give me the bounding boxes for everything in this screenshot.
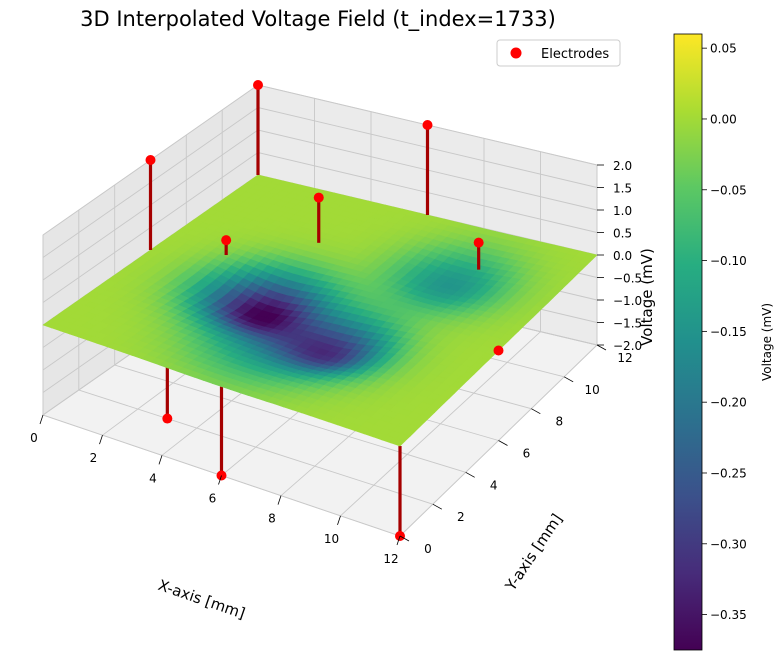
y-tick-mark xyxy=(465,471,475,478)
x-tick-label: 12 xyxy=(383,552,398,566)
x-tick-label: 8 xyxy=(268,512,276,526)
legend: Electrodes xyxy=(496,39,621,67)
z-tick-label: −1.0 xyxy=(613,294,642,308)
z-tick-label: 0.0 xyxy=(613,249,632,263)
y-tick-mark xyxy=(563,376,574,383)
colorbar-tick-label: −0.30 xyxy=(710,537,747,551)
electrode-marker xyxy=(473,237,484,248)
x-tick-label: 2 xyxy=(90,451,98,465)
z-tick-label: −0.5 xyxy=(613,272,642,286)
z-tick-label: 1.5 xyxy=(613,182,632,196)
x-tick-mark xyxy=(99,435,103,445)
z-tick-label: 1.0 xyxy=(613,204,632,218)
y-tick-label: 0 xyxy=(424,542,432,556)
electrode-marker xyxy=(313,192,324,203)
y-tick-label: 2 xyxy=(457,510,465,524)
x-axis-label: X-axis [mm] xyxy=(156,576,248,623)
electrode-marker xyxy=(253,80,263,90)
legend-box xyxy=(496,39,621,67)
chart-title: 3D Interpolated Voltage Field (t_index=1… xyxy=(80,7,556,32)
colorbar: 0.05 0.00 −0.05 −0.10 −0.15 −0.20 −0.25 −0.30 −0… xyxy=(673,33,774,651)
electrode-marker xyxy=(145,155,156,165)
y-axis-label: Y-axis [mm] xyxy=(501,510,566,594)
colorbar-tick-label: −0.15 xyxy=(710,325,747,339)
x-tick-mark xyxy=(337,515,341,525)
colorbar-gradient xyxy=(673,33,703,651)
x-tick-label: 6 xyxy=(209,492,217,506)
electrode-marker xyxy=(422,120,433,130)
colorbar-label: Voltage (mV) xyxy=(760,303,774,381)
y-tick-label: 8 xyxy=(556,415,564,429)
legend-label: Electrodes xyxy=(541,47,609,62)
surface-cell xyxy=(42,320,58,329)
y-tick-mark xyxy=(432,503,443,510)
x-tick-mark xyxy=(39,414,44,425)
y-tick-mark xyxy=(498,440,508,446)
voltage-surface xyxy=(42,174,598,447)
x-tick-label: 10 xyxy=(324,532,339,546)
y-tick-label: 12 xyxy=(617,351,632,365)
colorbar-tick-label: −0.25 xyxy=(710,466,747,480)
electrode-marker xyxy=(221,235,232,246)
y-tick-mark xyxy=(399,535,410,542)
y-tick-label: 10 xyxy=(585,383,600,397)
y-tick-mark xyxy=(531,408,541,415)
electrode-marker xyxy=(162,413,173,424)
legend-marker xyxy=(510,47,522,59)
z-tick-label: 0.5 xyxy=(613,227,632,241)
colorbar-tick-label: −0.20 xyxy=(710,396,747,410)
x-tick-label: 0 xyxy=(30,431,38,445)
colorbar-tick-label: 0.00 xyxy=(710,112,737,126)
y-tick-mark xyxy=(596,344,607,351)
z-tick-label: −2.0 xyxy=(613,339,642,353)
colorbar-ticks: 0.05 0.00 −0.05 −0.10 −0.15 −0.20 −0.25 −0.30 −0… xyxy=(702,42,747,622)
x-tick-mark xyxy=(158,455,163,465)
z-axis-label: Voltage (mV) xyxy=(638,248,656,346)
colorbar-tick-label: 0.05 xyxy=(710,42,737,56)
colorbar-tick-label: −0.05 xyxy=(710,183,747,197)
y-tick-label: 6 xyxy=(523,447,531,461)
x-tick-mark xyxy=(218,475,222,485)
electrode-marker xyxy=(493,345,504,356)
z-tick-label: −1.5 xyxy=(613,317,642,331)
axis-ticks: 0 2 4 6 8 10 12 0 2 4 6 8 10 12 2.0 1.5 1.0 0.5 0.0 −0.5 −1.… xyxy=(30,159,642,566)
colorbar-tick-label: −0.10 xyxy=(710,254,747,268)
x-tick-mark xyxy=(277,495,282,505)
x-tick-mark xyxy=(396,535,401,546)
colorbar-tick-label: −0.35 xyxy=(710,608,747,622)
x-tick-label: 4 xyxy=(149,471,157,485)
z-tick-label: 2.0 xyxy=(613,159,632,173)
y-tick-label: 4 xyxy=(490,478,498,492)
electrode-sticks-above xyxy=(145,80,504,356)
